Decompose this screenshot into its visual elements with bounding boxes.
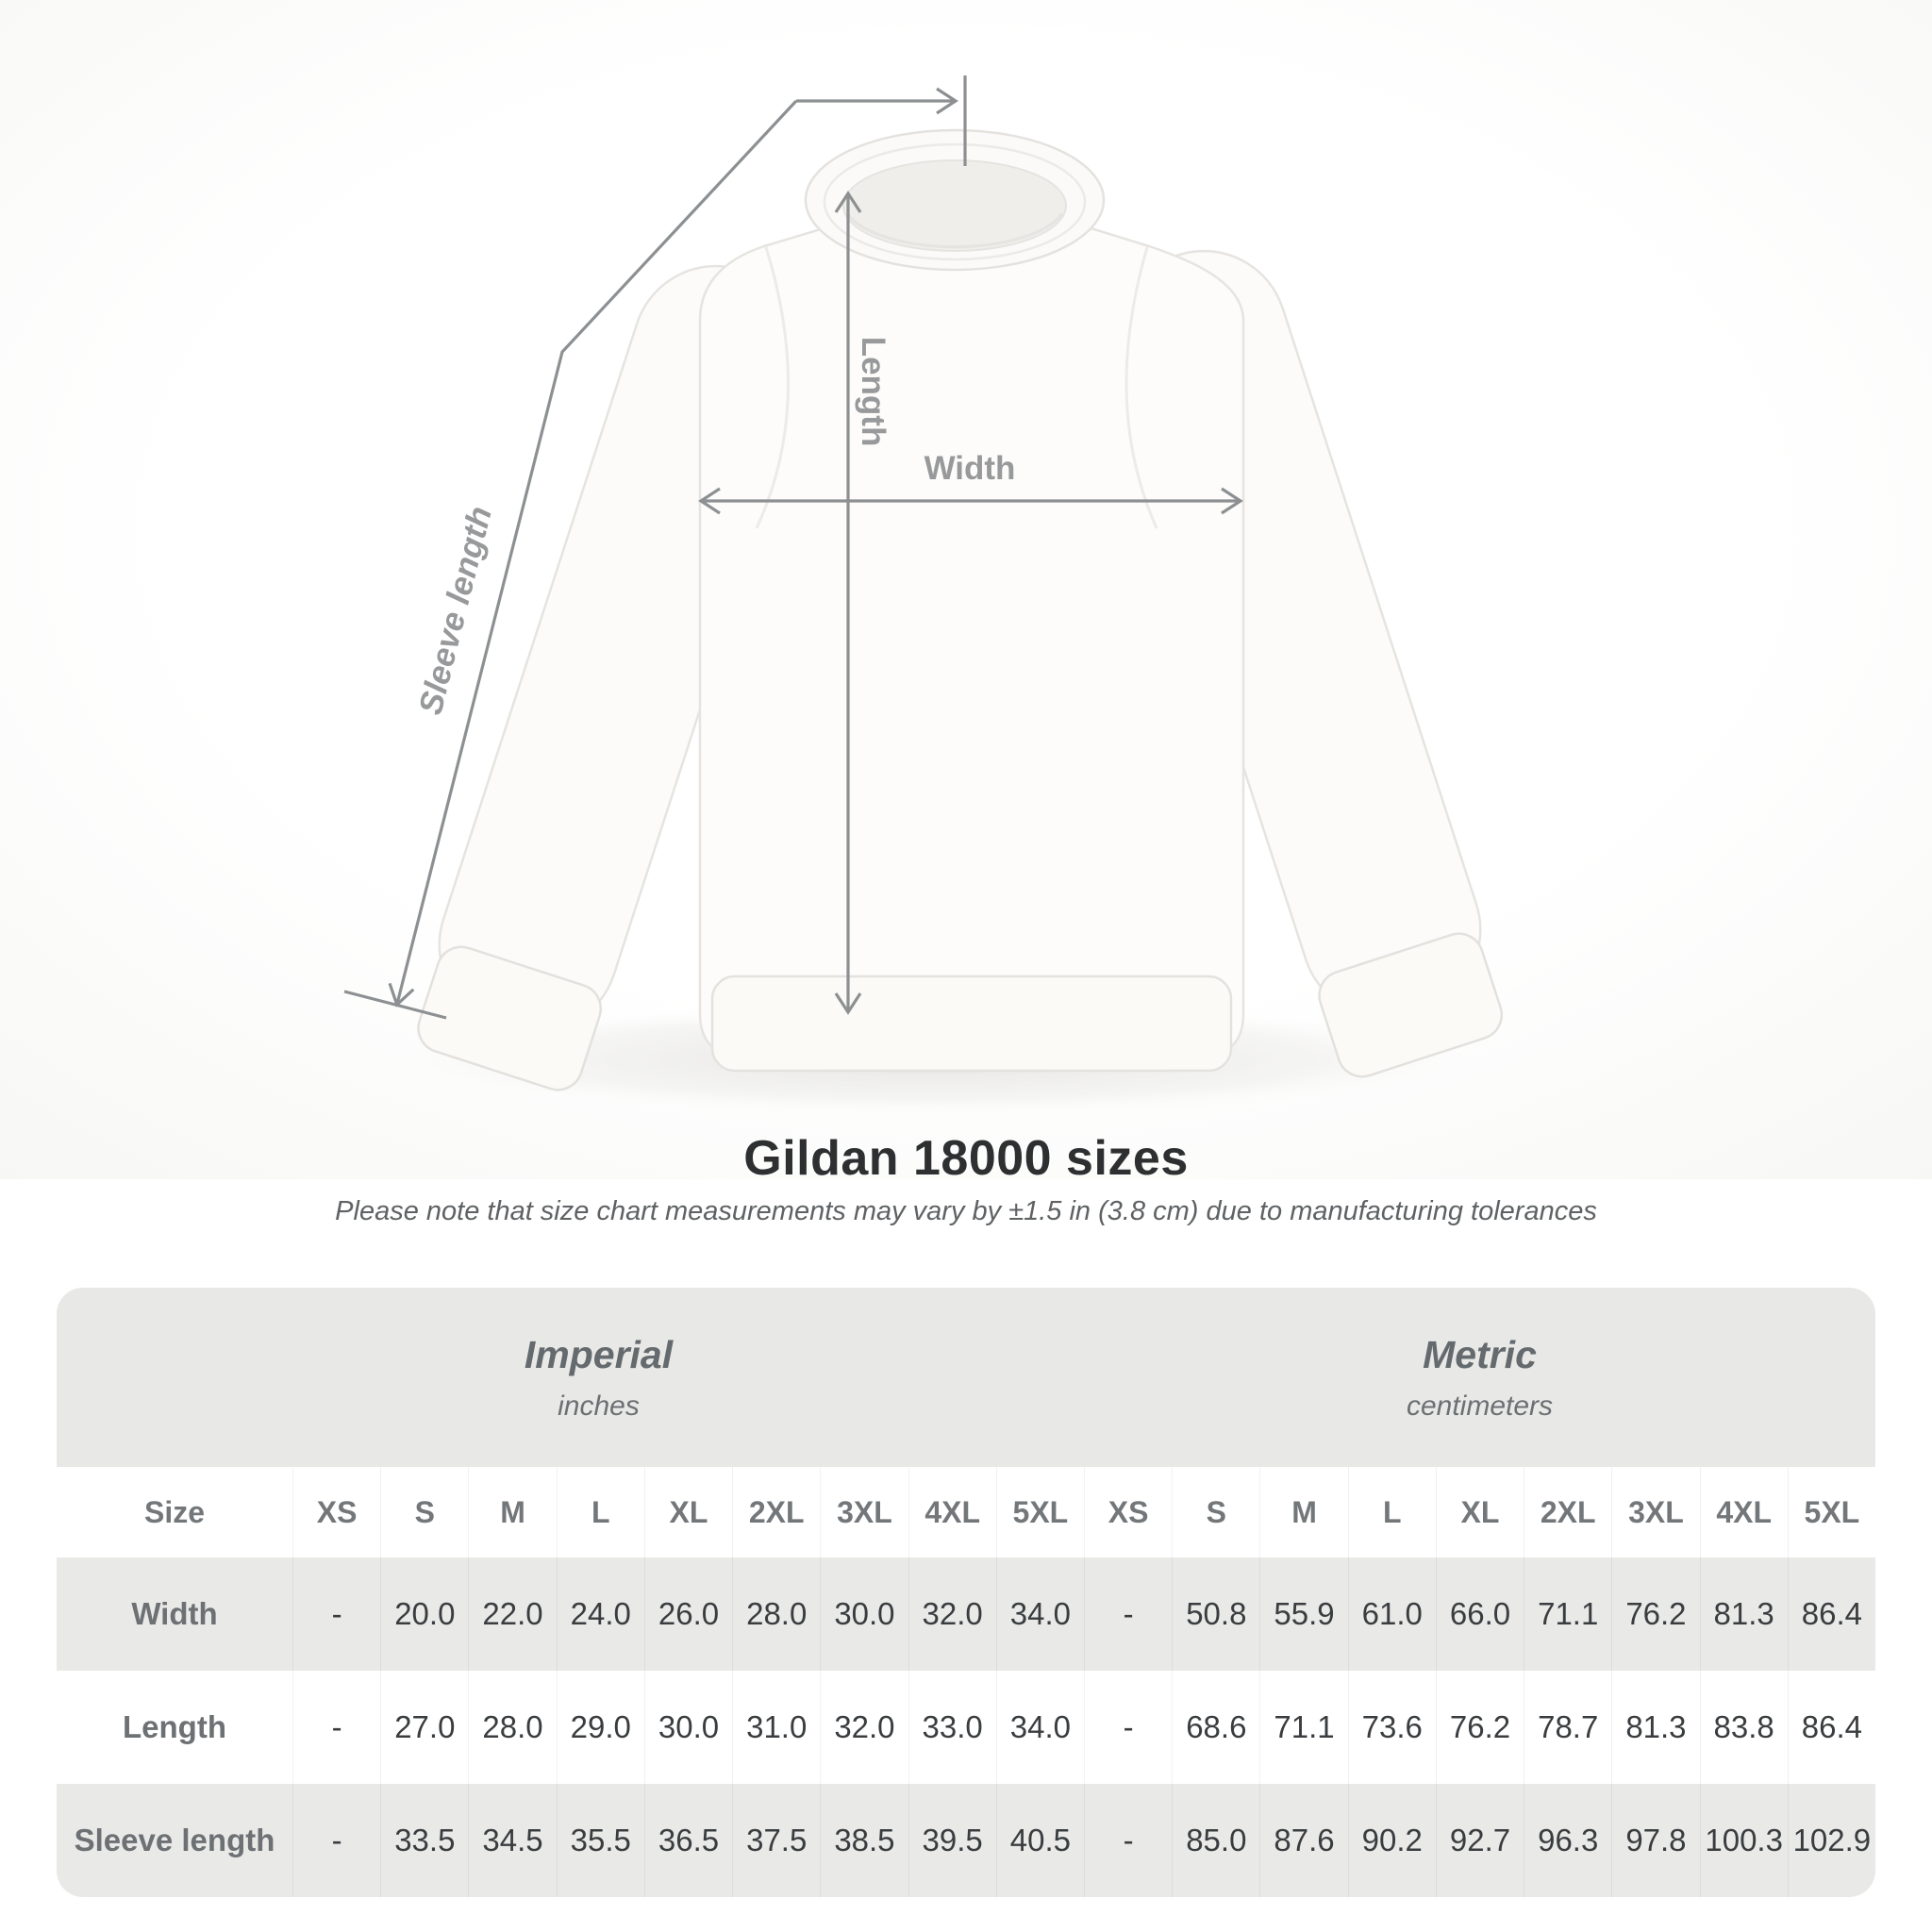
unit-header-band: Imperial inches Metric centimeters	[57, 1288, 1875, 1467]
size-column-header: 4XL	[908, 1467, 996, 1557]
size-column-header: 5XL	[1787, 1467, 1875, 1557]
width-annotation-label: Width	[924, 450, 1016, 487]
value-cell: 97.8	[1611, 1784, 1700, 1897]
body-panel	[698, 225, 1245, 1060]
value-cell: 26.0	[643, 1557, 733, 1671]
value-cell: 78.7	[1524, 1671, 1612, 1784]
value-cell: 34.0	[995, 1557, 1084, 1671]
value-cell: 100.3	[1699, 1784, 1788, 1897]
value-cell: 76.2	[1611, 1557, 1700, 1671]
size-column-header: 3XL	[1611, 1467, 1700, 1557]
value-cell: 71.1	[1524, 1557, 1612, 1671]
size-column-header: M	[1259, 1467, 1348, 1557]
value-cell: 35.5	[556, 1784, 644, 1897]
value-cell: 40.5	[995, 1784, 1084, 1897]
size-column-header: 4XL	[1699, 1467, 1788, 1557]
value-cell: 61.0	[1347, 1557, 1436, 1671]
value-cell: 31.0	[732, 1671, 821, 1784]
value-cell: 33.0	[908, 1671, 996, 1784]
size-column-header: 2XL	[732, 1467, 821, 1557]
metric-header: Metric centimeters	[1084, 1288, 1875, 1467]
value-cell: -	[292, 1784, 381, 1897]
row-label: Sleeve length	[57, 1784, 292, 1897]
value-cell: 66.0	[1435, 1557, 1524, 1671]
value-cell: 38.5	[820, 1784, 908, 1897]
value-cell: 55.9	[1259, 1557, 1348, 1671]
imperial-unit: inches	[558, 1390, 640, 1422]
value-cell: 24.0	[556, 1557, 644, 1671]
value-cell: 81.3	[1699, 1557, 1788, 1671]
size-column-header: 2XL	[1524, 1467, 1612, 1557]
value-cell: 68.6	[1172, 1671, 1260, 1784]
value-cell: 37.5	[732, 1784, 821, 1897]
value-cell: 76.2	[1435, 1671, 1524, 1784]
value-cell: 20.0	[380, 1557, 469, 1671]
value-cell: 28.0	[732, 1557, 821, 1671]
value-cell: -	[1083, 1671, 1173, 1784]
value-cell: -	[292, 1671, 381, 1784]
row-label: Width	[57, 1557, 292, 1671]
imperial-label: Imperial	[524, 1332, 674, 1376]
metric-unit: centimeters	[1406, 1390, 1554, 1422]
size-column-header: XS	[292, 1467, 381, 1557]
size-column-header: XL	[1435, 1467, 1524, 1557]
left-cuff	[417, 945, 603, 1091]
imperial-header: Imperial inches	[57, 1288, 1084, 1467]
size-chart-table: Imperial inches Metric centimeters Size X…	[57, 1288, 1875, 1897]
measurement-annotations	[343, 75, 1243, 1020]
value-cell: -	[1083, 1557, 1173, 1671]
size-column-header: 5XL	[995, 1467, 1084, 1557]
value-cell: 71.1	[1259, 1671, 1348, 1784]
value-cell: 33.5	[380, 1784, 469, 1897]
size-column-header: S	[380, 1467, 469, 1557]
value-cell: 34.0	[995, 1671, 1084, 1784]
row-label: Length	[57, 1671, 292, 1784]
size-column-header: L	[1347, 1467, 1436, 1557]
tolerance-note: Please note that size chart measurements…	[335, 1196, 1597, 1226]
size-column-header: L	[556, 1467, 644, 1557]
value-cell: 102.9	[1787, 1784, 1875, 1897]
value-cell: 30.0	[820, 1557, 908, 1671]
size-column-header: 3XL	[820, 1467, 908, 1557]
value-cell: 73.6	[1347, 1671, 1436, 1784]
collar	[804, 128, 1106, 272]
value-cell: 30.0	[643, 1671, 733, 1784]
value-cell: -	[292, 1557, 381, 1671]
value-cell: 36.5	[643, 1784, 733, 1897]
length-annotation-label: Length	[855, 337, 891, 447]
size-column-header: XL	[643, 1467, 733, 1557]
size-column-header: XS	[1083, 1467, 1173, 1557]
size-column-header: M	[468, 1467, 557, 1557]
value-cell: 28.0	[468, 1671, 557, 1784]
sleeve-end-tick-line	[343, 990, 447, 1020]
value-cell: 22.0	[468, 1557, 557, 1671]
value-cell: 27.0	[380, 1671, 469, 1784]
value-cell: 50.8	[1172, 1557, 1260, 1671]
value-cell: 32.0	[908, 1557, 996, 1671]
value-cell: 96.3	[1524, 1784, 1612, 1897]
value-cell: 85.0	[1172, 1784, 1260, 1897]
value-cell: 32.0	[820, 1671, 908, 1784]
sleeve-diagonal-line	[388, 99, 798, 1008]
size-header-cell: Size	[57, 1467, 292, 1557]
value-cell: 39.5	[908, 1784, 996, 1897]
size-column-header: S	[1172, 1467, 1260, 1557]
size-grid: Size XS S M L XL 2XL 3XL 4XL 5XL XS S M L XL 2XL 3XL 4XL 5…	[57, 1467, 1875, 1897]
hem-band	[710, 974, 1233, 1073]
value-cell: 87.6	[1259, 1784, 1348, 1897]
page-title: Gildan 18000 sizes	[743, 1131, 1189, 1186]
value-cell: 34.5	[468, 1784, 557, 1897]
metric-label: Metric	[1423, 1332, 1537, 1376]
right-cuff	[1318, 932, 1504, 1078]
value-cell: -	[1083, 1784, 1173, 1897]
value-cell: 86.4	[1787, 1671, 1875, 1784]
value-cell: 90.2	[1347, 1784, 1436, 1897]
value-cell: 81.3	[1611, 1671, 1700, 1784]
value-cell: 83.8	[1699, 1671, 1788, 1784]
sweatshirt-figure: Width Length Sleeve length	[0, 0, 1932, 1179]
value-cell: 29.0	[556, 1671, 644, 1784]
value-cell: 86.4	[1787, 1557, 1875, 1671]
value-cell: 92.7	[1435, 1784, 1524, 1897]
